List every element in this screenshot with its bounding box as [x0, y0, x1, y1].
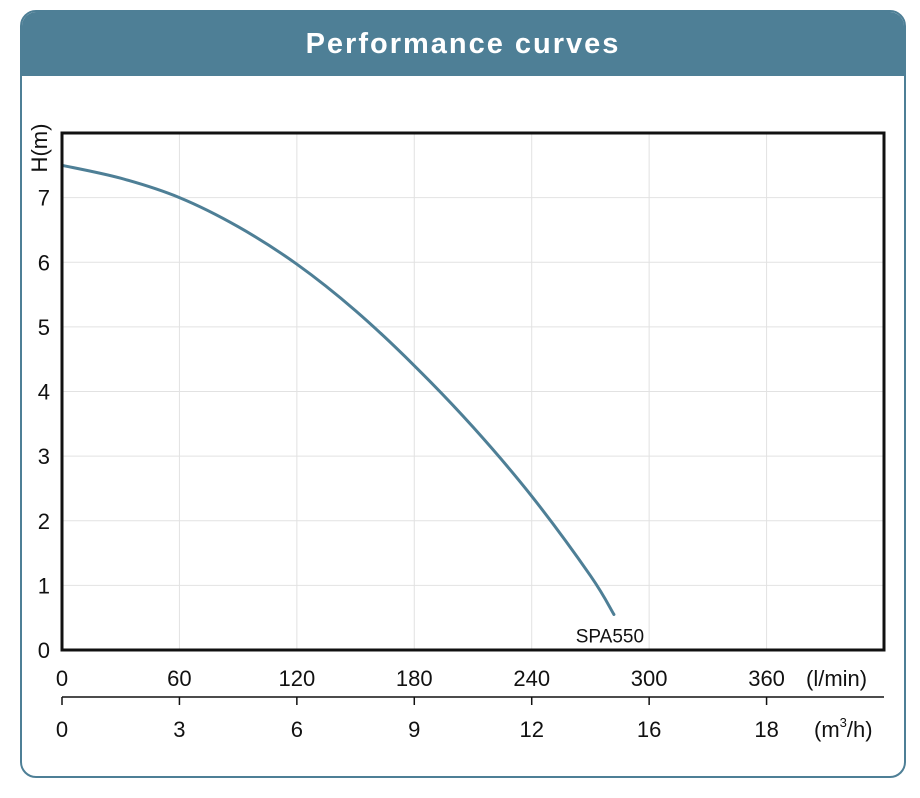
x-tick-label-lmin: 60 — [167, 666, 191, 691]
y-tick-label: 1 — [38, 573, 50, 598]
x-tick-label-lmin: 120 — [278, 666, 315, 691]
x-tick-label-m3h: 16 — [637, 717, 661, 742]
x-tick-label-m3h: 9 — [408, 717, 420, 742]
y-tick-label: 7 — [38, 186, 50, 211]
x-tick-label-lmin: 300 — [631, 666, 668, 691]
x-tick-label-lmin: 180 — [396, 666, 433, 691]
series-label-spa550: SPA550 — [576, 626, 644, 647]
series-line-spa550 — [60, 163, 616, 616]
x-tick-label-m3h: 18 — [754, 717, 778, 742]
x-axis-unit-m3h: (m3/h) — [814, 715, 873, 742]
y-tick-label: 4 — [38, 380, 50, 405]
y-tick-label: 2 — [38, 509, 50, 534]
x-tick-label-m3h: 6 — [291, 717, 303, 742]
plot-frame — [60, 131, 886, 652]
x-tick-label-m3h: 0 — [56, 717, 68, 742]
y-tick-label: 0 — [38, 638, 50, 663]
x-tick-label-m3h: 3 — [173, 717, 185, 742]
grid-lines — [62, 132, 884, 650]
y-tick-label: 5 — [38, 315, 50, 340]
y-axis-label: H(m) — [27, 124, 52, 173]
x-axis-unit-lmin: (l/min) — [806, 666, 867, 691]
card-header: Performance curves — [22, 12, 904, 76]
x-axis-m3h: 0 3 6 9 12 16 18 — [56, 696, 884, 742]
y-tick-label: 6 — [38, 250, 50, 275]
y-tick-labels: 0 1 2 3 4 5 6 7 — [38, 186, 50, 663]
x-tick-label-lmin: 0 — [56, 666, 68, 691]
x-tick-label-m3h: 12 — [519, 717, 543, 742]
chart-title: Performance curves — [305, 27, 621, 60]
x-tick-label-lmin: 240 — [513, 666, 550, 691]
series-layer: SPA550 — [60, 163, 644, 647]
y-tick-label: 3 — [38, 444, 50, 469]
x-tick-label-lmin: 360 — [748, 666, 785, 691]
x-axis-lmin: 0 60 120 180 240 300 360 — [56, 666, 785, 691]
